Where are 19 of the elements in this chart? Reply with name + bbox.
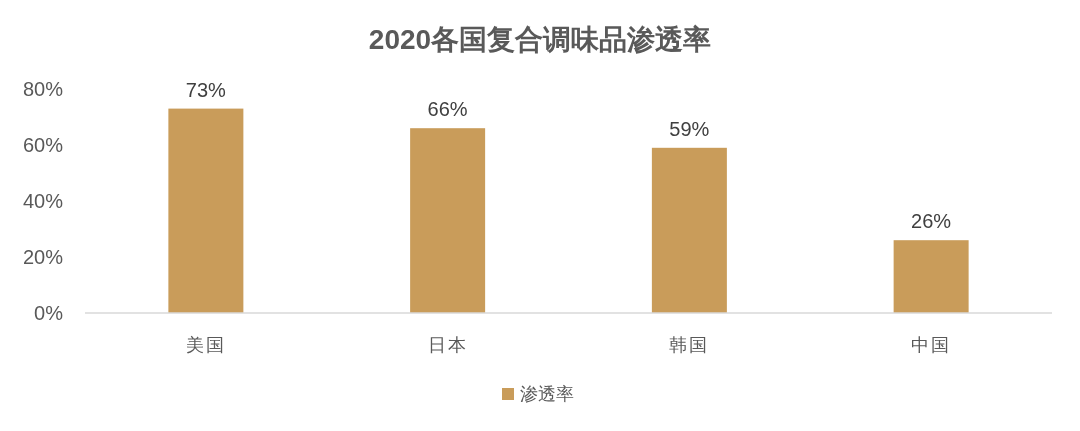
y-tick-label: 0%: [34, 302, 64, 324]
data-label: 59%: [669, 117, 710, 140]
data-label: 26%: [911, 210, 952, 233]
x-tick-label: 中国: [911, 335, 952, 355]
bar: [651, 147, 727, 313]
legend-label: 渗透率: [520, 384, 574, 404]
data-label: 73%: [185, 78, 227, 101]
chart-title: 2020各国复合调味品渗透率: [368, 24, 712, 55]
y-tick-label: 60%: [22, 134, 64, 156]
bar: [893, 240, 969, 313]
data-label: 66%: [427, 98, 468, 121]
bar: [410, 128, 486, 313]
x-tick-label: 美国: [185, 335, 226, 355]
x-tick-label: 日本: [427, 335, 468, 355]
y-tick-label: 20%: [22, 246, 64, 268]
bar: [168, 108, 244, 313]
y-tick-label: 80%: [22, 78, 64, 100]
x-tick-label: 韩国: [669, 335, 710, 355]
y-tick-label: 40%: [22, 190, 64, 212]
